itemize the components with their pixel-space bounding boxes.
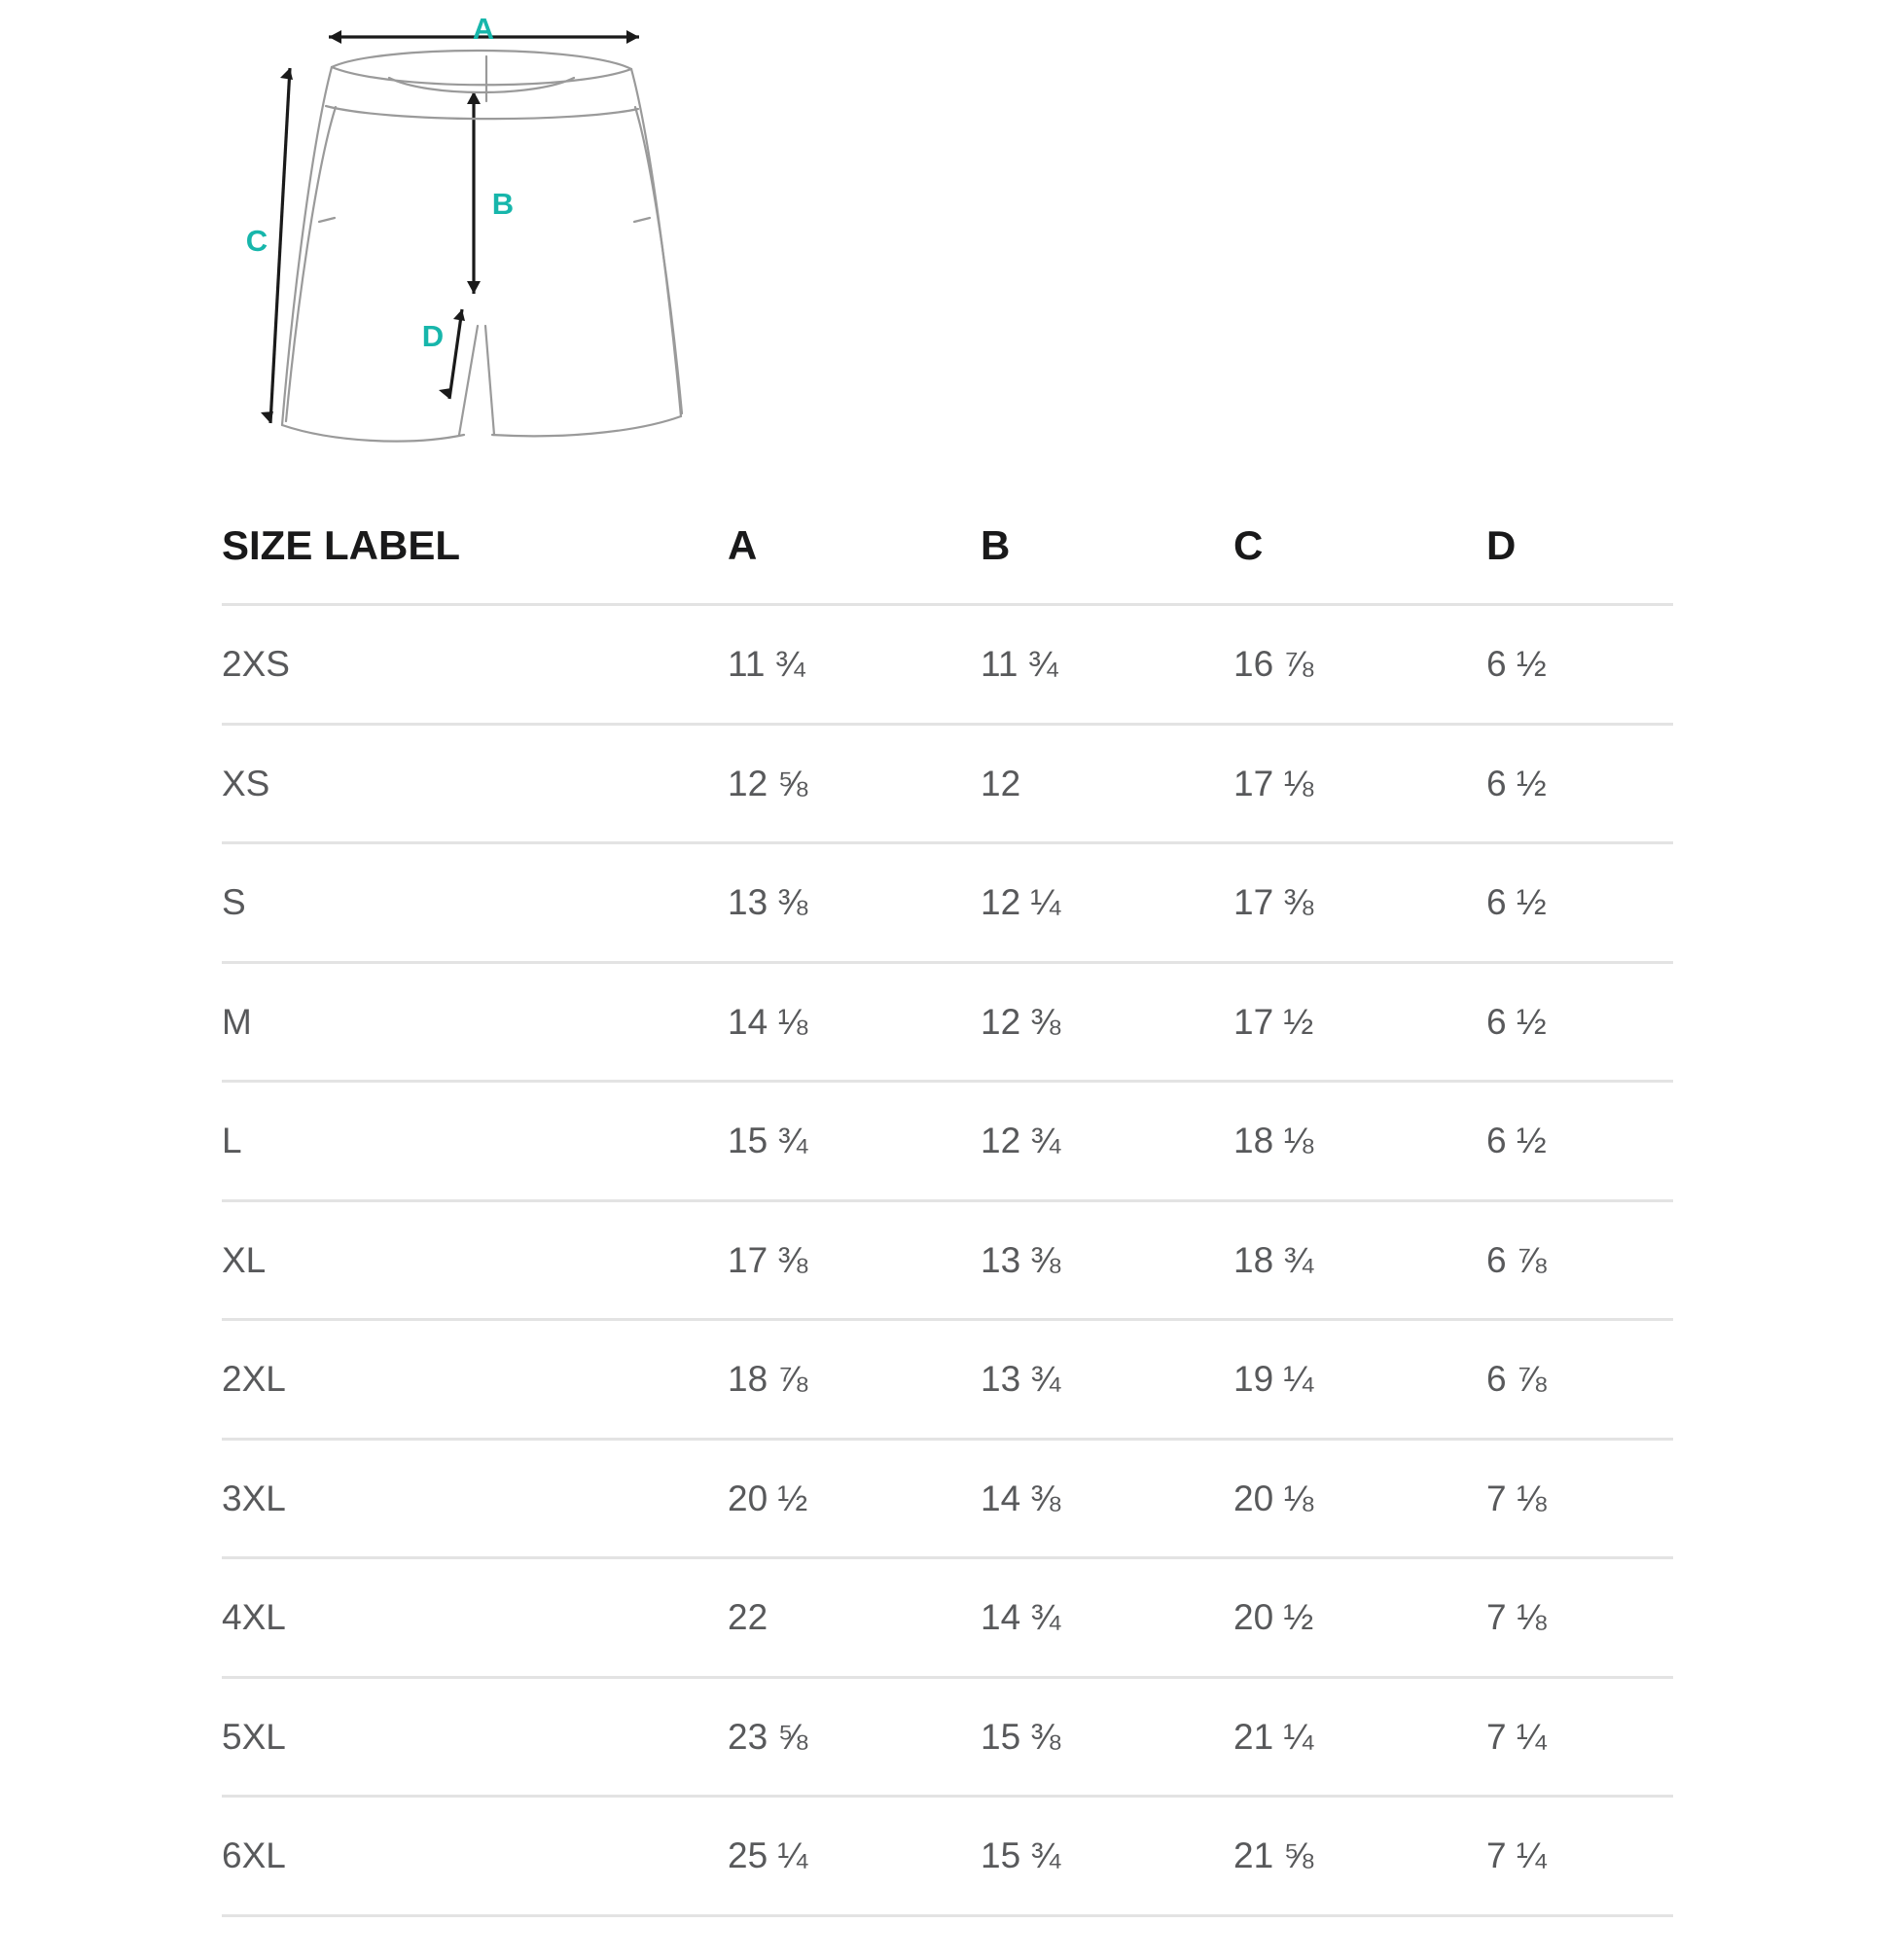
svg-text:D: D (422, 319, 444, 353)
svg-text:C: C (246, 224, 268, 258)
svg-text:B: B (492, 187, 514, 221)
svg-text:A: A (473, 18, 494, 46)
